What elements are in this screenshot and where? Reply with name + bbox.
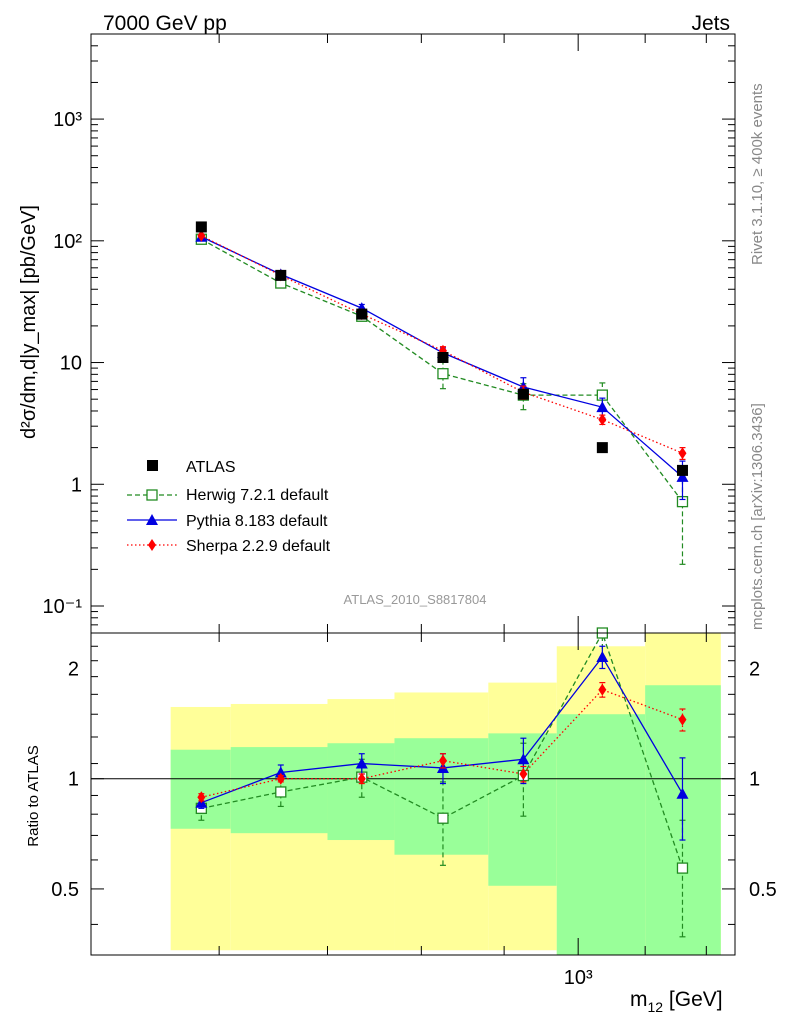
ratio-band-green <box>556 714 646 955</box>
x-tick-label: 10³ <box>564 967 593 989</box>
legend-sherpa-marker <box>148 539 156 551</box>
rivet-label: Rivet 3.1.10, ≥ 400k events <box>749 83 766 265</box>
main-atlas-point <box>596 442 608 454</box>
ratio-y-tick-label-right: 1 <box>749 769 760 791</box>
ratio-y-tick-label: 2 <box>68 658 79 680</box>
main-sherpa-point <box>678 447 687 460</box>
plot-frames <box>90 33 736 956</box>
main-pythia-point <box>676 470 689 482</box>
main-atlas-point <box>275 269 287 281</box>
axis-ticks: 10⁻¹ 1 10 10² 10³ 0.5 0.5 1 1 2 2 10³ <box>43 33 777 989</box>
ratio-sherpa-point <box>197 791 206 804</box>
data-series <box>195 221 689 938</box>
ratio-band-green <box>394 738 489 855</box>
main-y-tick-label: 10⁻¹ <box>43 596 83 618</box>
main-sherpa-point <box>598 413 607 426</box>
main-herwig-point <box>437 368 449 380</box>
main-atlas-point <box>517 388 529 400</box>
main-y-tick-label: 10³ <box>53 109 82 131</box>
ratio-y-tick-label: 1 <box>68 769 79 791</box>
ratio-sherpa-point <box>678 713 687 726</box>
ratio-pythia-point <box>517 753 530 765</box>
main-atlas-point <box>676 464 688 476</box>
main-sherpa-line <box>201 235 683 454</box>
ratio-sherpa-point <box>519 768 528 781</box>
y-axis-label-top: d²σ/dm,d|y_max| [pb/GeV] <box>18 205 40 439</box>
ratio-sherpa-point <box>276 772 285 785</box>
ratio-pythia-point <box>596 650 609 662</box>
ratio-pythia-point <box>274 766 287 778</box>
ratio-y-tick-label-right: 2 <box>749 658 760 680</box>
ratio-y-tick-label-right: 0.5 <box>749 879 777 901</box>
ratio-herwig-point <box>437 812 449 824</box>
main-atlas-point <box>195 221 207 233</box>
y-axis-label-bottom: Ratio to ATLAS <box>25 745 42 846</box>
ratio-pythia-point <box>676 787 689 799</box>
ratio-band-green <box>327 743 395 841</box>
ratio-band-green <box>170 749 231 829</box>
main-y-tick-label: 1 <box>71 474 82 496</box>
legend-herwig-marker <box>146 489 158 501</box>
legend-pythia: Pythia 8.183 default <box>186 513 328 530</box>
legend: ATLAS Herwig 7.2.1 default Pythia 8.183 … <box>127 459 331 555</box>
jets-label: Jets <box>691 12 730 35</box>
legend-pythia-marker <box>146 514 158 525</box>
main-y-tick-label: 10² <box>53 231 82 253</box>
main-atlas-point <box>437 352 449 364</box>
legend-sherpa: Sherpa 2.2.9 default <box>186 538 331 555</box>
ratio-sherpa-point <box>598 683 607 696</box>
legend-atlas-marker <box>147 460 158 471</box>
legend-herwig: Herwig 7.2.1 default <box>186 487 329 504</box>
ratio-y-tick-label: 0.5 <box>51 879 79 901</box>
ratio-herwig-point <box>676 862 689 874</box>
main-sherpa-point <box>197 229 206 242</box>
legend-atlas: ATLAS <box>186 459 236 476</box>
ratio-uncertainty-bands <box>170 633 721 955</box>
main-y-tick-label: 10 <box>60 353 82 375</box>
ratio-panel-frame <box>90 632 736 956</box>
analysis-label: ATLAS_2010_S8817804 <box>344 592 487 607</box>
x-axis-label: m12 [GeV] <box>630 988 723 1015</box>
ratio-sherpa-point <box>438 754 447 767</box>
energy-label: 7000 GeV pp <box>103 12 227 35</box>
main-atlas-point <box>356 308 368 320</box>
ratio-herwig-point <box>275 786 287 798</box>
ratio-pythia-point <box>355 757 368 769</box>
mcplots-label: mcplots.cern.ch [arXiv:1306.3436] <box>749 403 766 630</box>
main-pythia-point <box>596 401 609 413</box>
ratio-sherpa-point <box>357 772 366 785</box>
